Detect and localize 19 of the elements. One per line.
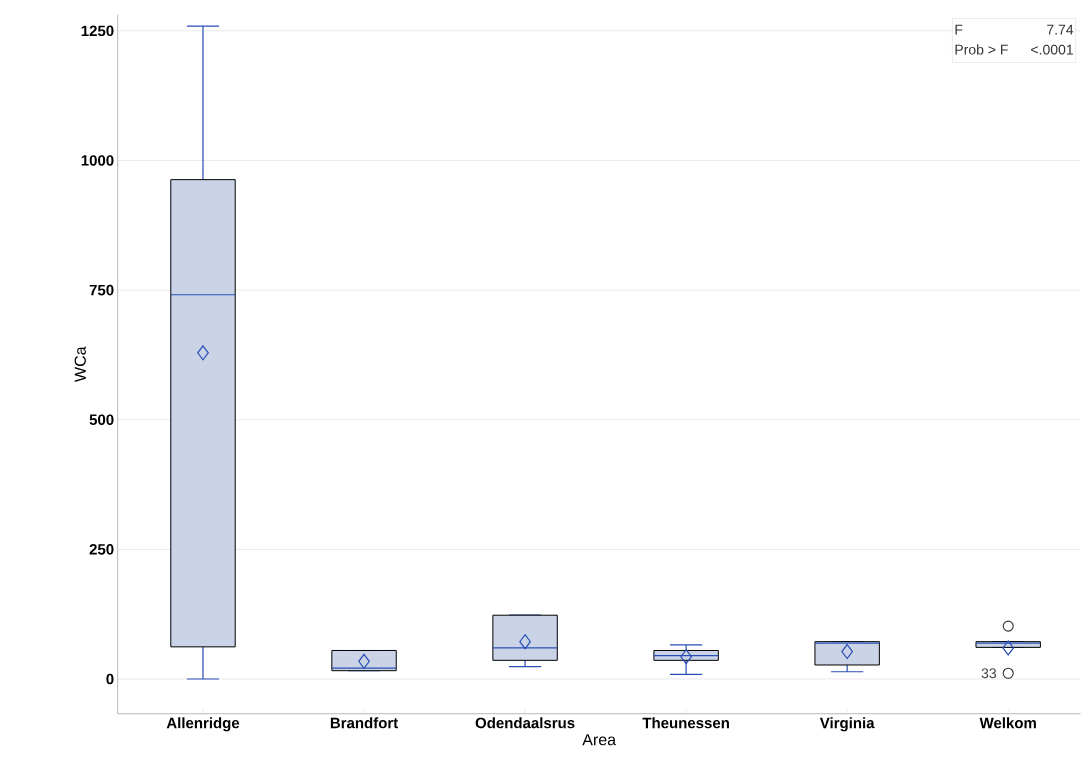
x-tick-label: Odendaalsrus — [475, 717, 575, 729]
x-tick-label: Virginia — [819, 717, 875, 732]
y-tick-label: 0 — [106, 673, 114, 685]
x-tick-label: Welkom — [979, 717, 1036, 729]
x-tick-label: Brandfort — [330, 717, 399, 729]
y-axis-title: WCa — [74, 346, 86, 382]
annotation: <.0001 — [1031, 44, 1073, 55]
x-axis-title: Area — [582, 734, 617, 746]
x-tick-label: Theunessen — [642, 717, 729, 729]
y-tick-label: 1000 — [81, 155, 114, 166]
annotation: 33 — [981, 668, 997, 679]
y-tick-label: 250 — [89, 544, 114, 555]
annotation: 7.74 — [1047, 24, 1074, 35]
x-tick-label: Allenridge — [166, 717, 240, 732]
annotation: F — [955, 24, 963, 35]
y-tick-label: 750 — [89, 284, 114, 296]
y-tick-label: 500 — [89, 414, 114, 426]
y-tick-label: 1250 — [81, 25, 114, 37]
annotation: Prob > F — [955, 44, 1008, 55]
